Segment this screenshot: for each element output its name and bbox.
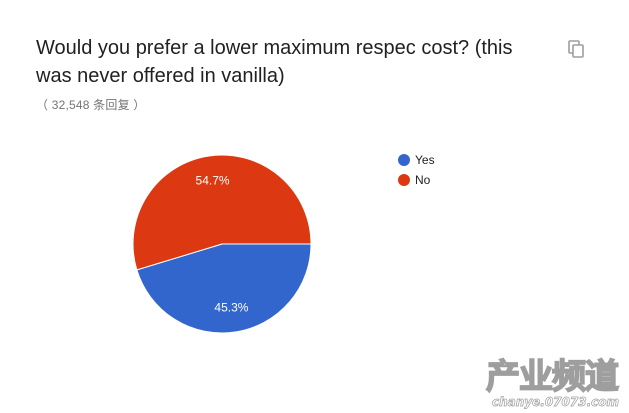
pie-slices [132, 154, 312, 334]
legend-label-yes: Yes [415, 153, 435, 167]
legend-marker-yes [398, 154, 410, 166]
slice-label-yes: 45.3% [214, 300, 248, 314]
slice-label-no: 54.7% [196, 174, 230, 188]
pie-slice-yes [136, 243, 312, 334]
response-count: （ 32,548 条回复 ） [36, 98, 146, 112]
chart-legend: Yes No [398, 153, 435, 187]
copy-chart-button[interactable] [566, 38, 588, 60]
legend-marker-no [398, 174, 410, 186]
slice-labels: 45.3% 54.7% [196, 174, 249, 315]
legend-label-no: No [415, 173, 431, 187]
svg-text:chanye.07073.com: chanye.07073.com [492, 395, 619, 409]
site-watermark-logo: 产业频道 chanye.07073.com [485, 356, 621, 409]
pie-slice-no [132, 154, 312, 271]
svg-text:产业频道: 产业频道 [486, 357, 619, 397]
copy-icon [568, 40, 584, 58]
question-title: Would you prefer a lower maximum respec … [36, 37, 513, 87]
